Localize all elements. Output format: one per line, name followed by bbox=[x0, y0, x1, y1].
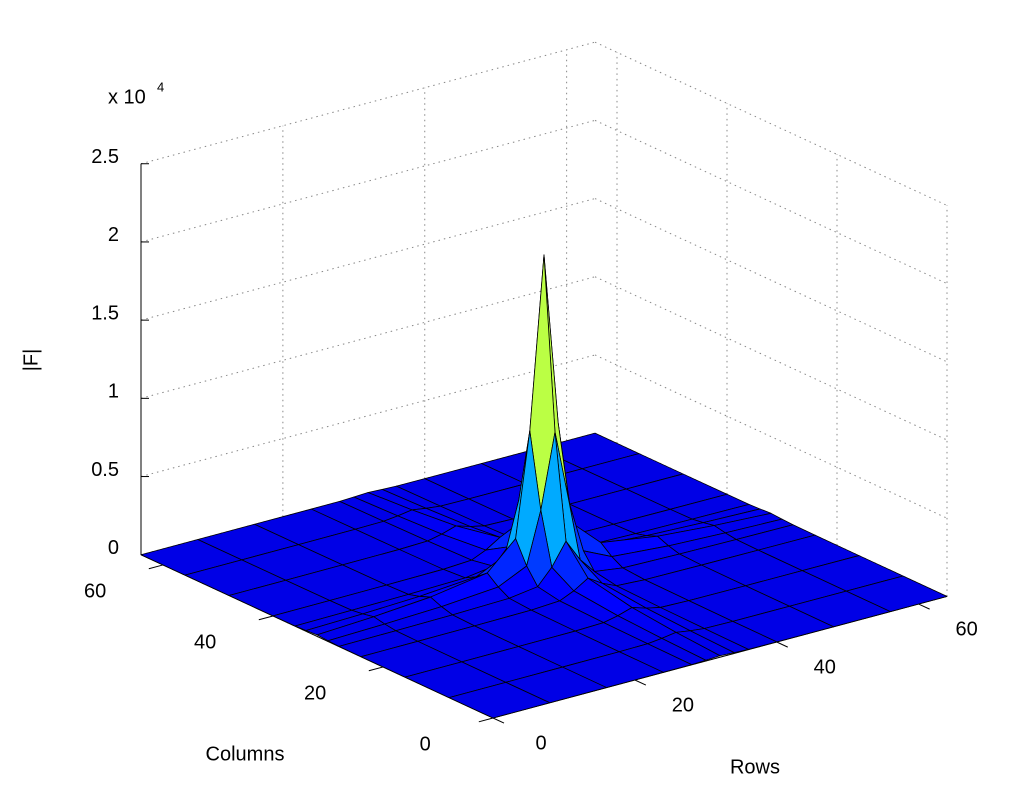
grid-line bbox=[594, 276, 948, 441]
z-exponent: x 10 bbox=[108, 86, 146, 108]
z-exponent-power: 4 bbox=[157, 79, 164, 94]
grid-line bbox=[594, 198, 948, 363]
y-tick-label: 0 bbox=[420, 733, 431, 755]
surface-face bbox=[448, 681, 551, 719]
y-tick-label: 20 bbox=[304, 682, 326, 704]
y-tick bbox=[478, 717, 494, 723]
x-tick bbox=[918, 603, 930, 610]
y-tick bbox=[258, 615, 274, 621]
grid-line bbox=[594, 119, 948, 285]
x-tick-label: 40 bbox=[814, 657, 836, 679]
grid-line bbox=[140, 198, 596, 321]
x-tick bbox=[492, 717, 505, 724]
y-tick-label: 40 bbox=[194, 631, 216, 653]
x-tick-label: 60 bbox=[956, 619, 978, 641]
y-tick bbox=[368, 666, 384, 672]
grid-line bbox=[140, 41, 596, 165]
x-tick bbox=[634, 679, 647, 686]
grid-line bbox=[594, 41, 948, 206]
x-axis-label: Rows bbox=[730, 756, 780, 778]
x-tick bbox=[776, 641, 788, 648]
z-tick-label: 0 bbox=[108, 537, 119, 559]
grid-line bbox=[140, 276, 596, 399]
z-tick-label: 0.5 bbox=[91, 459, 119, 481]
z-tick-label: 2 bbox=[108, 224, 119, 246]
y-tick bbox=[148, 564, 164, 570]
y-axis-label: Columns bbox=[206, 743, 285, 765]
y-tick-label: 60 bbox=[84, 580, 106, 602]
z-tick-label: 1 bbox=[108, 381, 119, 403]
x-tick-label: 0 bbox=[535, 733, 546, 755]
z-axis-label: |F| bbox=[20, 349, 42, 372]
x-tick-label: 20 bbox=[672, 695, 694, 717]
grid-line bbox=[140, 354, 596, 478]
grid-line bbox=[140, 119, 596, 243]
z-tick-label: 1.5 bbox=[91, 302, 119, 324]
z-tick-label: 2.5 bbox=[91, 146, 119, 168]
